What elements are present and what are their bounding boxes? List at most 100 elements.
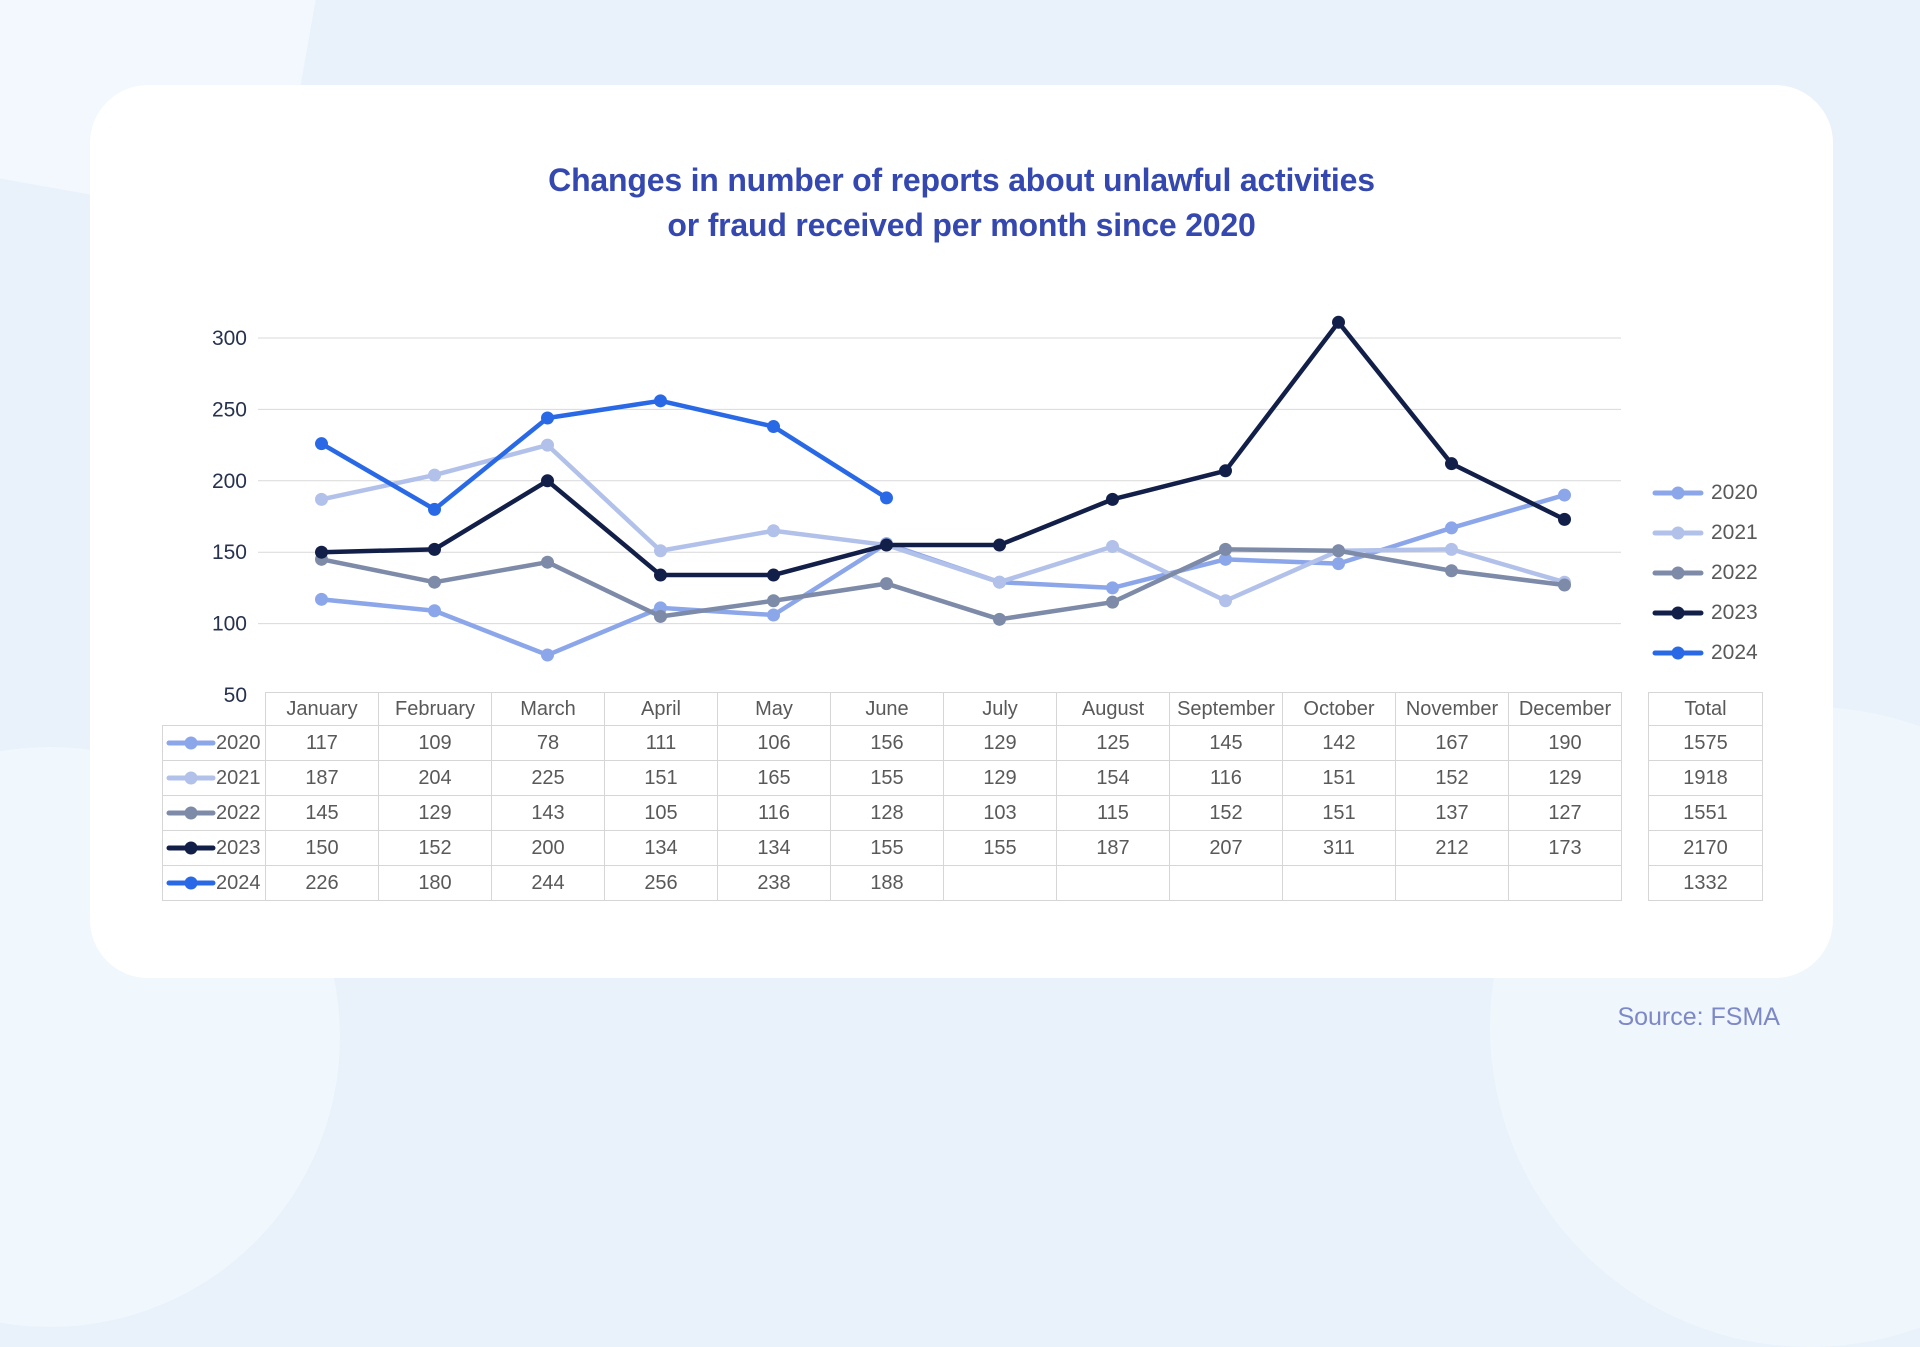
total-value-cell: 1918	[1648, 760, 1763, 796]
value-cell: 78	[491, 725, 605, 761]
year-label-cell: 2023	[162, 830, 266, 866]
value-cell: 187	[1056, 830, 1170, 866]
series-marker-icon	[166, 771, 216, 785]
legend-item-2022: 2022	[1652, 553, 1812, 593]
value-cell: 145	[1169, 725, 1283, 761]
value-cell: 204	[378, 760, 492, 796]
page-background: { "page": { "background_color": "#E9F1FA…	[90, 85, 1833, 1031]
month-header-cell: April	[604, 692, 718, 726]
totals-table: Total 1575 1918 1551 2170 1332	[1648, 692, 1763, 901]
year-label: 2023	[216, 836, 261, 859]
total-value-cell: 2170	[1648, 830, 1763, 866]
value-cell: 151	[604, 760, 718, 796]
total-value-cell: 1332	[1648, 865, 1763, 901]
month-header-cell: July	[943, 692, 1057, 726]
source-label: Source: FSMA	[1617, 1003, 1780, 1031]
year-label: 2024	[216, 871, 261, 894]
value-cell: 151	[1282, 795, 1396, 831]
value-cell	[1395, 865, 1509, 901]
year-label-cell: 2022	[162, 795, 266, 831]
value-cell: 190	[1508, 725, 1622, 761]
month-header-cell: March	[491, 692, 605, 726]
table-row-2021: 2021 187 204 225 151 165 155 129 154 116 151 152 129	[162, 760, 1622, 796]
month-header-cell: May	[717, 692, 831, 726]
total-value-cell: 1551	[1648, 795, 1763, 831]
value-cell: 109	[378, 725, 492, 761]
value-cell: 145	[265, 795, 379, 831]
value-cell: 173	[1508, 830, 1622, 866]
value-cell: 129	[943, 760, 1057, 796]
series-marker-icon	[1652, 606, 1704, 620]
value-cell: 154	[1056, 760, 1170, 796]
value-cell: 134	[604, 830, 718, 866]
value-cell	[943, 865, 1057, 901]
legend-label: 2020	[1711, 481, 1758, 504]
series-marker-icon	[1652, 486, 1704, 500]
value-cell: 128	[830, 795, 944, 831]
value-cell: 200	[491, 830, 605, 866]
month-header-cell: November	[1395, 692, 1509, 726]
series-marker-icon	[166, 841, 216, 855]
value-cell: 225	[491, 760, 605, 796]
value-cell: 167	[1395, 725, 1509, 761]
series-marker-icon	[1652, 646, 1704, 660]
table-row-2022: 2022 145 129 143 105 116 128 103 115 152 151 137 127	[162, 795, 1622, 831]
legend-label: 2021	[1711, 521, 1758, 544]
month-header-cell: December	[1508, 692, 1622, 726]
value-cell: 115	[1056, 795, 1170, 831]
value-cell: 125	[1056, 725, 1170, 761]
value-cell: 105	[604, 795, 718, 831]
value-cell: 188	[830, 865, 944, 901]
value-cell: 106	[717, 725, 831, 761]
value-cell: 152	[1395, 760, 1509, 796]
series-marker-icon	[166, 876, 216, 890]
year-label: 2022	[216, 801, 261, 824]
series-marker-icon	[1652, 566, 1704, 580]
value-cell: 212	[1395, 830, 1509, 866]
value-cell: 165	[717, 760, 831, 796]
value-cell: 143	[491, 795, 605, 831]
year-label-cell: 2020	[162, 725, 266, 761]
chart-title: Changes in number of reports about unlaw…	[90, 158, 1833, 248]
legend-label: 2022	[1711, 561, 1758, 584]
value-cell: 155	[830, 830, 944, 866]
series-marker-icon	[166, 806, 216, 820]
legend-label: 2024	[1711, 641, 1758, 664]
value-cell	[1056, 865, 1170, 901]
legend-label: 2023	[1711, 601, 1758, 624]
value-cell: 151	[1282, 760, 1396, 796]
value-cell: 129	[378, 795, 492, 831]
table-corner-cell	[163, 693, 266, 726]
value-cell: 129	[1508, 760, 1622, 796]
value-cell: 238	[717, 865, 831, 901]
month-header-cell: February	[378, 692, 492, 726]
chart-title-line-2: or fraud received per month since 2020	[667, 207, 1256, 243]
value-cell: 244	[491, 865, 605, 901]
series-marker-icon	[166, 736, 216, 750]
legend-item-2021: 2021	[1652, 513, 1812, 553]
total-value-cell: 1575	[1648, 725, 1763, 761]
legend-item-2023: 2023	[1652, 593, 1812, 633]
month-header-cell: October	[1282, 692, 1396, 726]
value-cell: 155	[943, 830, 1057, 866]
value-cell: 156	[830, 725, 944, 761]
month-header-cell: September	[1169, 692, 1283, 726]
table-row-2020: 2020 117 109 78 111 106 156 129 125 145 142 167 190	[162, 725, 1622, 761]
value-cell	[1169, 865, 1283, 901]
value-cell: 150	[265, 830, 379, 866]
value-cell: 152	[378, 830, 492, 866]
value-cell: 103	[943, 795, 1057, 831]
total-header-cell: Total	[1648, 692, 1763, 726]
value-cell: 256	[604, 865, 718, 901]
value-cell: 226	[265, 865, 379, 901]
value-cell: 137	[1395, 795, 1509, 831]
value-cell: 152	[1169, 795, 1283, 831]
value-cell: 155	[830, 760, 944, 796]
year-label: 2020	[216, 731, 261, 754]
table-header-row: January February March April May June July Augu…	[163, 692, 1622, 726]
series-marker-icon	[1652, 526, 1704, 540]
value-cell: 207	[1169, 830, 1283, 866]
chart-legend: 2020 2021 2022 2023 2024	[1652, 473, 1812, 673]
value-cell: 187	[265, 760, 379, 796]
year-label: 2021	[216, 766, 261, 789]
